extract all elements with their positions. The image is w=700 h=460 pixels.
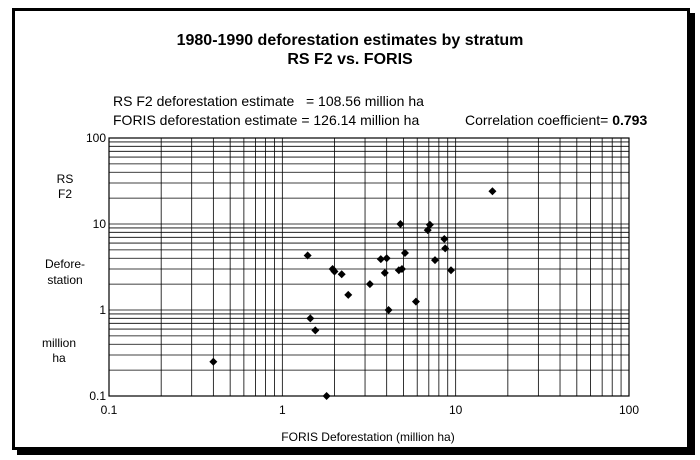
data-points (209, 187, 497, 400)
correlation-value: 0.793 (612, 112, 648, 128)
rs-estimate-label: RS F2 deforestation estimate (113, 93, 295, 109)
y-axis-label-line: ha (52, 351, 66, 365)
y-axis-label-line: RS (56, 172, 74, 186)
data-point (380, 268, 389, 277)
data-point (488, 187, 497, 196)
data-point (330, 267, 339, 276)
x-tick-label: 0.1 (101, 403, 118, 417)
foris-estimate-annotation: FORIS deforestation estimate = 126.14 mi… (113, 112, 419, 128)
data-point (382, 254, 391, 263)
data-point (209, 357, 218, 366)
y-axis-label-line: Defore- (44, 257, 85, 271)
data-point (397, 264, 406, 273)
y-axis-label-line: million (41, 336, 76, 350)
rs-estimate-value: = 108.56 million ha (305, 93, 424, 109)
y-tick-label: 100 (86, 131, 106, 145)
x-tick-label: 100 (619, 403, 639, 417)
data-point (440, 234, 449, 243)
correlation-annotation: Correlation coefficient= 0.793 (465, 112, 647, 128)
data-point (322, 392, 331, 400)
data-point (303, 251, 312, 260)
data-point (411, 297, 420, 306)
data-point (337, 270, 346, 279)
foris-estimate-value: = 126.14 million ha (301, 112, 420, 128)
data-point (441, 244, 450, 253)
y-axis-label-line: F2 (57, 187, 72, 201)
foris-estimate-label: FORIS deforestation estimate (113, 112, 298, 128)
data-point (396, 220, 405, 228)
data-point (311, 326, 320, 335)
data-point (447, 266, 456, 275)
data-point (365, 280, 374, 289)
x-axis-label: FORIS Deforestation (million ha) (281, 430, 454, 444)
correlation-label: Correlation coefficient= (465, 112, 609, 128)
y-tick-label: 10 (93, 217, 107, 231)
x-tick-label: 10 (449, 403, 463, 417)
y-axis-label-line: station (47, 273, 83, 287)
data-point (431, 256, 440, 265)
y-tick-label: 0.1 (89, 389, 106, 403)
data-point (344, 290, 353, 299)
chart-subtitle: RS F2 vs. FORIS (287, 51, 413, 68)
grid-lines (109, 138, 629, 396)
plot-area-border (108, 137, 630, 397)
y-tick-label: 1 (99, 303, 106, 317)
data-point (425, 220, 434, 229)
rs-estimate-annotation: RS F2 deforestation estimate = 108.56 mi… (113, 93, 424, 109)
data-point (400, 249, 409, 258)
x-tick-label: 1 (279, 403, 286, 417)
data-point (384, 306, 393, 314)
data-point (376, 255, 385, 264)
data-point (306, 314, 315, 323)
axis-ticks: 0.1 1 10 100 0.1 1 10 100 (86, 131, 639, 417)
chart-title: 1980-1990 deforestation estimates by str… (176, 32, 524, 49)
